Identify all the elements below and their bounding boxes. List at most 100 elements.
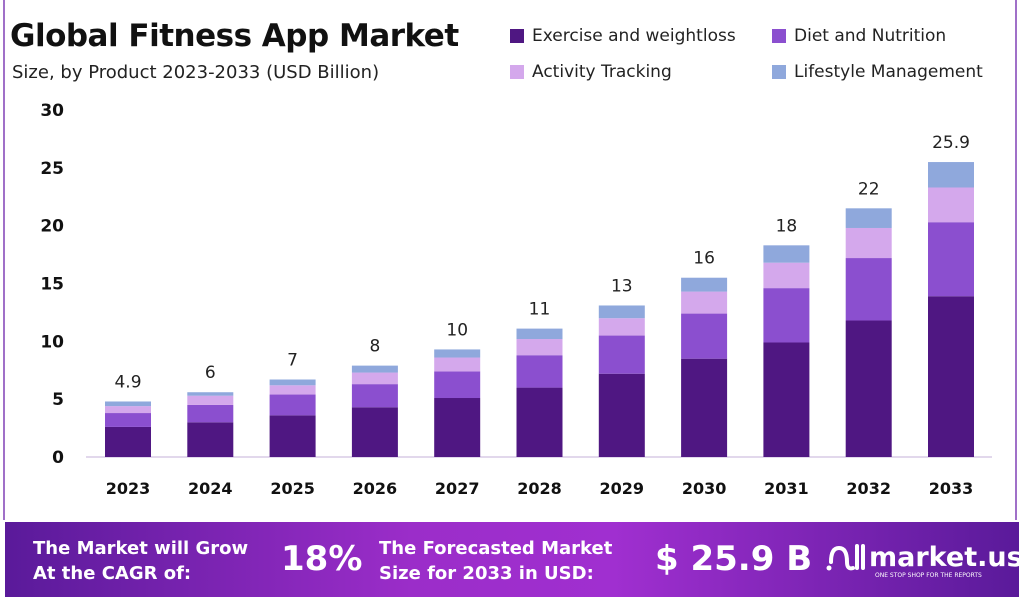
legend-item-diet: Diet and Nutrition (772, 26, 946, 46)
legend-swatch (510, 65, 524, 79)
bar-segment-2028-3 (516, 328, 563, 340)
bar-segment-2033-0 (928, 296, 974, 457)
cagr-label: The Market will Grow At the CAGR of: (33, 536, 248, 586)
bar-segment-2031-0 (763, 342, 810, 457)
legend-swatch (772, 29, 786, 43)
bar-segment-2033-3 (928, 162, 974, 188)
legend-item-activity: Activity Tracking (510, 62, 672, 82)
x-tick-label: 2031 (764, 479, 809, 498)
data-label-total: 7 (287, 351, 298, 371)
bar-segment-2026-2 (351, 372, 398, 385)
logo-tagline: ONE STOP SHOP FOR THE REPORTS (875, 572, 982, 579)
bar-segment-2026-1 (351, 384, 398, 408)
data-label-total: 13 (611, 276, 633, 296)
data-label-total: 4.9 (114, 372, 141, 392)
y-tick-label: 0 (52, 448, 64, 468)
bar-segment-2029-1 (598, 335, 645, 374)
legend-swatch (772, 65, 786, 79)
bar-segment-2028-1 (516, 355, 563, 388)
data-label-total: 8 (369, 337, 380, 357)
x-tick-label: 2029 (600, 479, 645, 498)
bar-segment-2026-0 (351, 407, 398, 457)
y-tick-label: 25 (40, 159, 64, 179)
bar-segment-2024-3 (187, 392, 234, 396)
data-label-total: 16 (693, 249, 715, 269)
bar-segment-2027-3 (434, 349, 481, 358)
bar-segment-2032-1 (845, 258, 892, 321)
y-tick-label: 30 (40, 101, 64, 121)
data-label-total: 11 (529, 300, 551, 320)
data-label-total: 6 (205, 363, 216, 383)
cagr-label-line1: The Market will Grow (33, 538, 249, 559)
data-label-total: 10 (446, 320, 468, 340)
legend-swatch (510, 29, 524, 43)
bar-segment-2030-3 (681, 277, 728, 292)
bar-segment-2032-0 (845, 320, 892, 457)
data-label-total: 18 (776, 216, 798, 236)
chart-subtitle: Size, by Product 2023-2033 (USD Billion) (12, 62, 380, 83)
bar-segment-2030-2 (681, 291, 728, 314)
bar-segment-2025-0 (269, 415, 316, 457)
forecast-label: The Forecasted Market Size for 2033 in US… (379, 536, 612, 586)
bar-segment-2027-1 (434, 371, 481, 399)
logo-icon (826, 544, 865, 571)
bar-segment-2030-0 (681, 358, 728, 457)
y-tick-label: 20 (40, 217, 64, 237)
market-us-logo: market.us ONE STOP SHOP FOR THE REPORTS (825, 540, 1023, 579)
bar-segment-2031-1 (763, 288, 810, 343)
bar-segment-2025-3 (269, 379, 316, 386)
bar-segment-2028-2 (516, 339, 563, 356)
cagr-label-line2: At the CAGR of: (33, 563, 192, 584)
x-tick-label: 2026 (353, 479, 398, 498)
data-label-total: 25.9 (932, 133, 970, 153)
bar-segment-2023-3 (105, 401, 151, 407)
x-tick-label: 2028 (517, 479, 562, 498)
bar-segment-2033-1 (928, 222, 974, 297)
bar-segment-2030-1 (681, 313, 728, 359)
forecast-value: $ 25.9 B (655, 539, 813, 579)
x-tick-label: 2023 (106, 479, 151, 498)
bar-segment-2025-1 (269, 394, 316, 416)
legend-label: Activity Tracking (532, 62, 672, 82)
chart-frame (3, 0, 1017, 520)
legend-label: Lifestyle Management (794, 62, 983, 82)
bar-segment-2023-1 (105, 413, 151, 427)
x-tick-label: 2032 (846, 479, 891, 498)
bar-segment-2032-2 (845, 227, 892, 259)
bar-chart: 0510152025304.92023620247202582026102027… (40, 101, 992, 498)
bar-segment-2024-1 (187, 404, 234, 423)
x-tick-label: 2027 (435, 479, 480, 498)
forecast-label-line1: The Forecasted Market (379, 538, 613, 559)
logo-text: market.us (869, 541, 1023, 573)
bar-segment-2028-0 (516, 387, 563, 457)
x-tick-label: 2030 (682, 479, 727, 498)
x-tick-label: 2033 (929, 479, 974, 498)
bar-segment-2027-2 (434, 357, 481, 372)
bar-segment-2031-3 (763, 245, 810, 263)
legend-label: Diet and Nutrition (794, 26, 947, 46)
forecast-label-line2: Size for 2033 in USD: (379, 563, 594, 584)
footer-banner: The Market will Grow At the CAGR of: 18% … (5, 522, 1023, 597)
bar-segment-2023-2 (105, 406, 151, 414)
cagr-value: 18% (281, 539, 363, 579)
legend-item-lifestyle: Lifestyle Management (772, 62, 983, 82)
data-label-total: 22 (858, 179, 880, 199)
bar-segment-2023-0 (105, 426, 151, 457)
legend-item-exercise: Exercise and weightloss (510, 26, 736, 46)
bar-segment-2029-2 (598, 318, 645, 336)
bar-segment-2029-0 (598, 373, 645, 457)
bar-segment-2026-3 (351, 365, 398, 373)
bar-segment-2024-0 (187, 422, 234, 457)
chart-title: Global Fitness App Market (10, 18, 459, 54)
y-tick-label: 10 (40, 332, 64, 352)
y-tick-label: 5 (52, 390, 64, 410)
legend-label: Exercise and weightloss (532, 26, 736, 46)
x-tick-label: 2025 (270, 479, 315, 498)
bar-segment-2029-3 (598, 305, 645, 319)
x-tick-label: 2024 (188, 479, 233, 498)
y-tick-label: 15 (40, 275, 64, 295)
bar-segment-2027-0 (434, 398, 481, 457)
bar-segment-2033-2 (928, 187, 974, 223)
bar-segment-2025-2 (269, 385, 316, 395)
